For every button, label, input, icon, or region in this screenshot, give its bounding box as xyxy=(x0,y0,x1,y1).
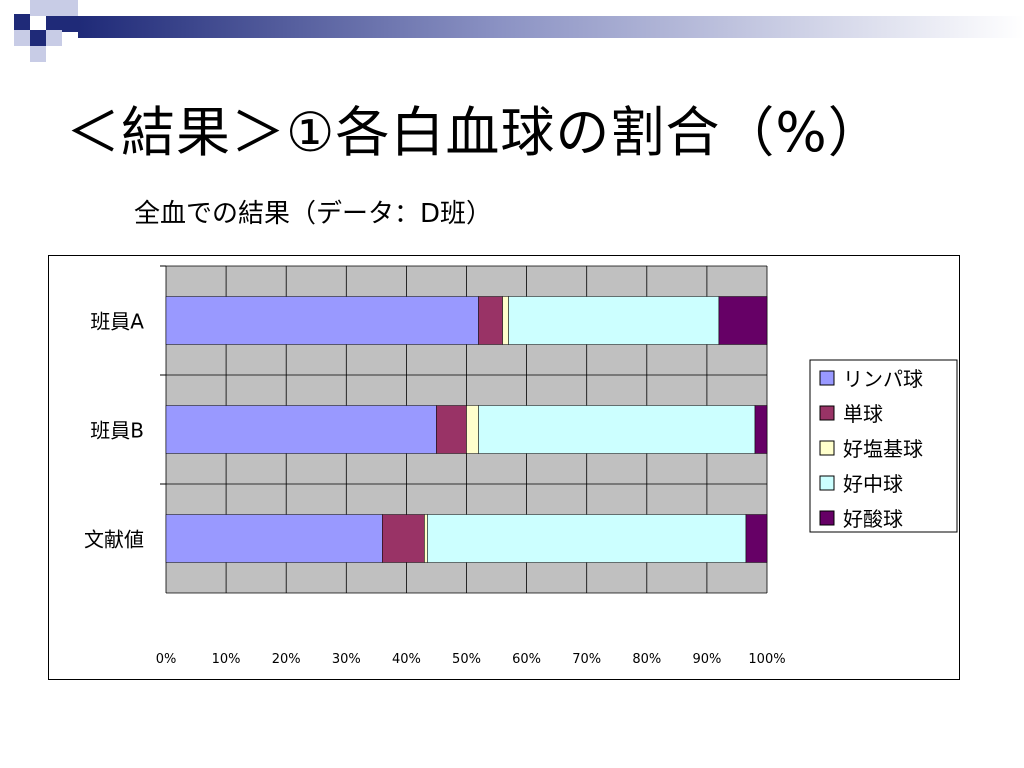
bar-segment xyxy=(718,296,768,345)
x-tick-label: 100% xyxy=(748,652,785,667)
category-label: 文献値 xyxy=(84,528,144,552)
legend-swatch xyxy=(819,510,835,526)
legend-swatch xyxy=(819,440,835,456)
x-tick-label: 80% xyxy=(632,652,661,667)
bar-segment xyxy=(745,514,768,563)
chart-subtitle: 全血での結果（データ：D班） xyxy=(134,199,493,229)
bar-segment xyxy=(165,296,479,345)
bar-segment xyxy=(754,405,768,454)
x-tick-label: 70% xyxy=(572,652,601,667)
legend-swatch xyxy=(819,475,835,491)
legend-label: リンパ球 xyxy=(843,367,923,391)
bar-segment xyxy=(466,405,479,454)
category-label: 班員B xyxy=(90,419,144,443)
title-decoration xyxy=(14,0,1024,62)
bar-segment xyxy=(165,514,383,563)
bar-segment xyxy=(478,296,503,345)
chart-frame: 班員A 班員B 文献値 0% 10% 20% 30% 40% 50% 60% 70% 80% 90% 10… xyxy=(48,255,960,680)
bar-segment xyxy=(165,405,437,454)
legend-label: 好中球 xyxy=(843,472,903,496)
legend-label: 好酸球 xyxy=(843,507,903,531)
x-tick-label: 30% xyxy=(332,652,361,667)
legend-label: 単球 xyxy=(843,402,883,426)
legend-label: 好塩基球 xyxy=(843,437,923,461)
bar-segment xyxy=(427,514,747,563)
legend-swatch xyxy=(819,370,835,386)
x-tick-label: 0% xyxy=(156,652,177,667)
bar-segment xyxy=(508,296,720,345)
x-tick-label: 20% xyxy=(272,652,301,667)
x-tick-label: 90% xyxy=(692,652,721,667)
x-tick-label: 50% xyxy=(452,652,481,667)
bar-segment xyxy=(436,405,467,454)
slide-title: ＜結果＞①各白血球の割合（%） xyxy=(66,101,883,164)
stacked-bar-chart: 班員A 班員B 文献値 0% 10% 20% 30% 40% 50% 60% 70% 80% 90% 10… xyxy=(84,265,958,667)
bar-segment xyxy=(382,514,425,563)
category-label: 班員A xyxy=(90,310,144,334)
bar-segment xyxy=(478,405,756,454)
x-tick-label: 10% xyxy=(212,652,241,667)
x-tick-label: 60% xyxy=(512,652,541,667)
x-tick-label: 40% xyxy=(392,652,421,667)
legend-swatch xyxy=(819,405,835,421)
bar-segment xyxy=(424,514,428,563)
bar-segment xyxy=(502,296,509,345)
